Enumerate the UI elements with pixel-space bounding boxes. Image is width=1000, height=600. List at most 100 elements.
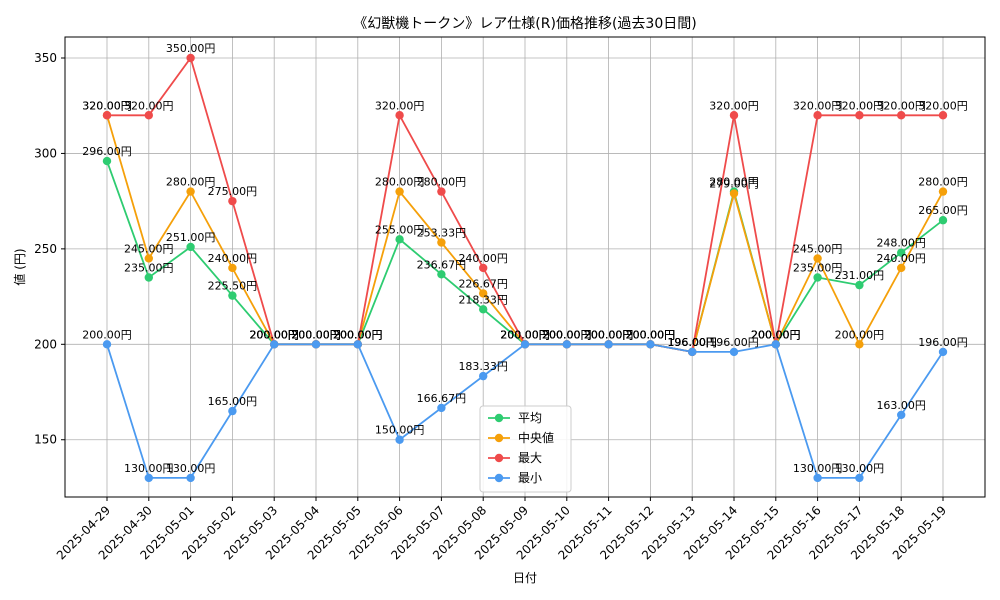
- data-point: [437, 238, 446, 247]
- data-point: [813, 273, 822, 282]
- data-point: [102, 340, 112, 349]
- data-point: [144, 254, 153, 263]
- data-point: [855, 340, 864, 349]
- legend-label: 最大: [518, 451, 542, 465]
- data-label: 200.00円: [542, 328, 592, 341]
- legend-label: 最小: [518, 471, 542, 485]
- grid: [65, 37, 985, 497]
- data-point: [479, 289, 488, 298]
- series-4: [102, 340, 948, 483]
- data-point: [228, 196, 237, 206]
- data-point: [562, 340, 571, 349]
- data-label: 200.00円: [584, 328, 634, 341]
- data-point: [729, 189, 739, 198]
- data-label: 280.00円: [918, 176, 968, 189]
- data-label: 320.00円: [793, 99, 843, 112]
- data-label: 200.00円: [626, 328, 676, 341]
- data-point: [144, 473, 153, 483]
- data-point: [938, 111, 948, 120]
- data-label: 200.00円: [500, 328, 550, 341]
- data-label: 200.00円: [751, 328, 801, 341]
- data-label: 200.00円: [626, 328, 676, 341]
- legend-item: 最大: [488, 451, 542, 465]
- y-tick-label: 250: [34, 242, 57, 256]
- data-label: 253.33円: [417, 227, 467, 240]
- data-point: [855, 473, 864, 483]
- data-label: 200.00円: [291, 328, 341, 341]
- data-point: [228, 263, 237, 273]
- data-point: [437, 403, 446, 413]
- data-point: [228, 406, 237, 416]
- data-label: 296.00円: [82, 145, 132, 158]
- data-label: 320.00円: [82, 99, 132, 112]
- data-label: 200.00円: [751, 328, 801, 341]
- legend-box: [479, 405, 572, 493]
- data-label: 200.00円: [626, 328, 676, 341]
- legend-item: 最小: [488, 471, 542, 485]
- data-label: 251.00円: [166, 231, 216, 244]
- data-label: 235.00円: [793, 261, 843, 274]
- data-point: [102, 111, 112, 120]
- legend-label: 中央値: [518, 430, 554, 445]
- data-label: 235.00円: [124, 261, 174, 274]
- data-point: [353, 340, 362, 349]
- data-label: 275.00円: [208, 185, 258, 198]
- data-label: 200.00円: [584, 328, 634, 341]
- data-label: 226.67円: [458, 277, 508, 290]
- data-label: 200.00円: [584, 328, 634, 341]
- data-label: 240.00円: [876, 252, 926, 265]
- data-point: [646, 340, 655, 349]
- legend-marker: [494, 453, 504, 463]
- data-point: [270, 340, 279, 349]
- data-label: 130.00円: [166, 462, 216, 475]
- data-label: 200.00円: [584, 328, 634, 341]
- data-label: 200.00円: [626, 328, 676, 341]
- data-point: [437, 270, 446, 279]
- data-label: 240.00円: [208, 252, 258, 265]
- data-point: [395, 111, 404, 120]
- data-label: 320.00円: [835, 99, 885, 112]
- data-point: [228, 291, 237, 300]
- data-label: 165.00円: [208, 395, 258, 408]
- y-axis: 150 200 250 300 350: [34, 51, 65, 447]
- data-point: [897, 263, 906, 273]
- data-label: 320.00円: [82, 99, 132, 112]
- data-label: 200.00円: [82, 328, 132, 341]
- data-label: 200.00円: [542, 328, 592, 341]
- data-point: [897, 111, 906, 120]
- data-point: [938, 216, 948, 225]
- data-label: 196.00円: [667, 336, 717, 349]
- legend-marker: [494, 413, 504, 423]
- data-point: [395, 235, 404, 244]
- y-tick-label: 200: [34, 337, 57, 351]
- data-label: 255.00円: [375, 223, 425, 236]
- data-point: [479, 305, 488, 314]
- data-label: 218.33円: [458, 293, 508, 306]
- data-point: [395, 435, 404, 444]
- data-label: 240.00円: [458, 252, 508, 265]
- data-point: [813, 473, 822, 483]
- data-label: 200.00円: [249, 328, 299, 341]
- data-label: 280.00円: [709, 176, 759, 189]
- data-label: 196.00円: [667, 336, 717, 349]
- data-label: 200.00円: [291, 328, 341, 341]
- data-label: 248.00円: [876, 237, 926, 250]
- data-point: [688, 347, 697, 357]
- data-point: [897, 248, 906, 257]
- data-label: 279.00円: [709, 178, 759, 191]
- data-label: 200.00円: [542, 328, 592, 341]
- data-point: [938, 347, 948, 357]
- legend-marker: [494, 473, 504, 483]
- data-point: [186, 242, 195, 252]
- data-point: [311, 340, 321, 349]
- data-point: [938, 187, 948, 196]
- data-label: 236.67円: [417, 258, 467, 271]
- data-label: 130.00円: [124, 462, 174, 475]
- data-label: 320.00円: [918, 99, 968, 112]
- data-label: 163.00円: [876, 399, 926, 412]
- data-label: 350.00円: [166, 42, 216, 55]
- data-label: 265.00円: [918, 204, 968, 217]
- data-label: 166.67円: [417, 392, 467, 405]
- legend-marker: [494, 433, 504, 443]
